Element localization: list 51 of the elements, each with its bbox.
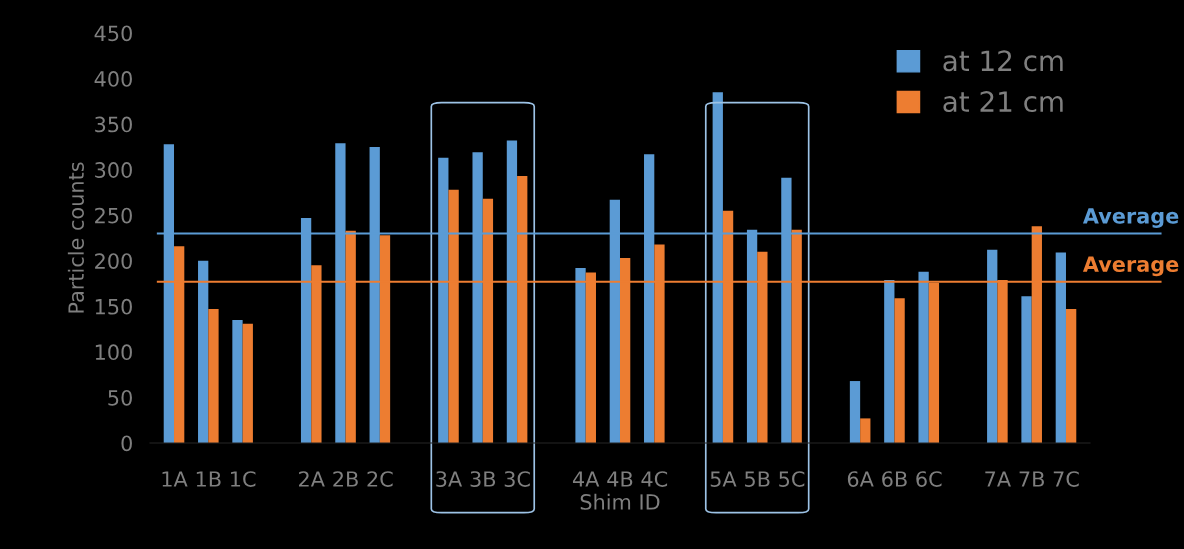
legend-label: at 21 cm [943, 91, 1063, 113]
x-tick-label: 6A [847, 471, 874, 487]
x-tick-label: 5C [779, 471, 805, 487]
bar [1055, 252, 1066, 443]
x-tick-label: 1C [231, 471, 256, 487]
x-tick-label: 3B [470, 471, 496, 487]
x-tick-label: 3C [504, 471, 530, 487]
y-tick-label: 400 [94, 71, 132, 87]
x-tick-label: 6B [882, 471, 907, 487]
y-axis-title: Particle counts [67, 162, 84, 313]
bar [894, 298, 905, 443]
y-tick-label: 100 [95, 344, 132, 361]
legend-label: at 12 cm [943, 50, 1063, 72]
y-tick-label: 300 [95, 162, 132, 178]
bar [232, 320, 243, 443]
x-tick-label: 4C [641, 471, 668, 487]
y-tick-label: 0 [121, 435, 132, 452]
x-tick-label: 5A [710, 471, 737, 487]
y-tick-label: 350 [95, 116, 132, 133]
bar [987, 249, 998, 443]
x-tick-label: 4B [607, 471, 633, 487]
bar [860, 418, 871, 443]
x-tick-label: 7B [1019, 471, 1044, 487]
x-tick-label: 2A [299, 471, 325, 487]
bar [242, 323, 253, 443]
bar [849, 381, 861, 443]
bar [208, 309, 219, 443]
x-tick-label: 7A [985, 471, 1011, 487]
x-tick-label: 5B [745, 471, 770, 487]
y-tick-label: 450 [94, 25, 132, 42]
y-tick-label: 250 [95, 207, 132, 224]
bar [575, 268, 586, 443]
x-axis-title: Shim ID [580, 493, 660, 510]
ref-line-label: Average [1082, 208, 1179, 228]
x-tick-label: 4A [572, 471, 600, 487]
x-tick-label: 1A [162, 471, 188, 487]
x-tick-label: 3A [436, 471, 463, 487]
ref-line-label: Average [1082, 256, 1179, 277]
y-tick-label: 200 [95, 253, 132, 269]
bar [918, 271, 929, 443]
x-tick-label: 1B [196, 471, 221, 487]
y-tick-label: 150 [95, 298, 132, 315]
bar [1065, 309, 1077, 443]
x-tick-label: 2C [367, 471, 393, 487]
x-tick-label: 6C [916, 471, 942, 487]
y-tick-label: 50 [108, 389, 132, 406]
bar [198, 260, 209, 443]
bar [884, 279, 895, 443]
x-tick-label: 7C [1053, 471, 1079, 487]
bar [1021, 296, 1032, 443]
x-tick-label: 2B [333, 471, 358, 487]
